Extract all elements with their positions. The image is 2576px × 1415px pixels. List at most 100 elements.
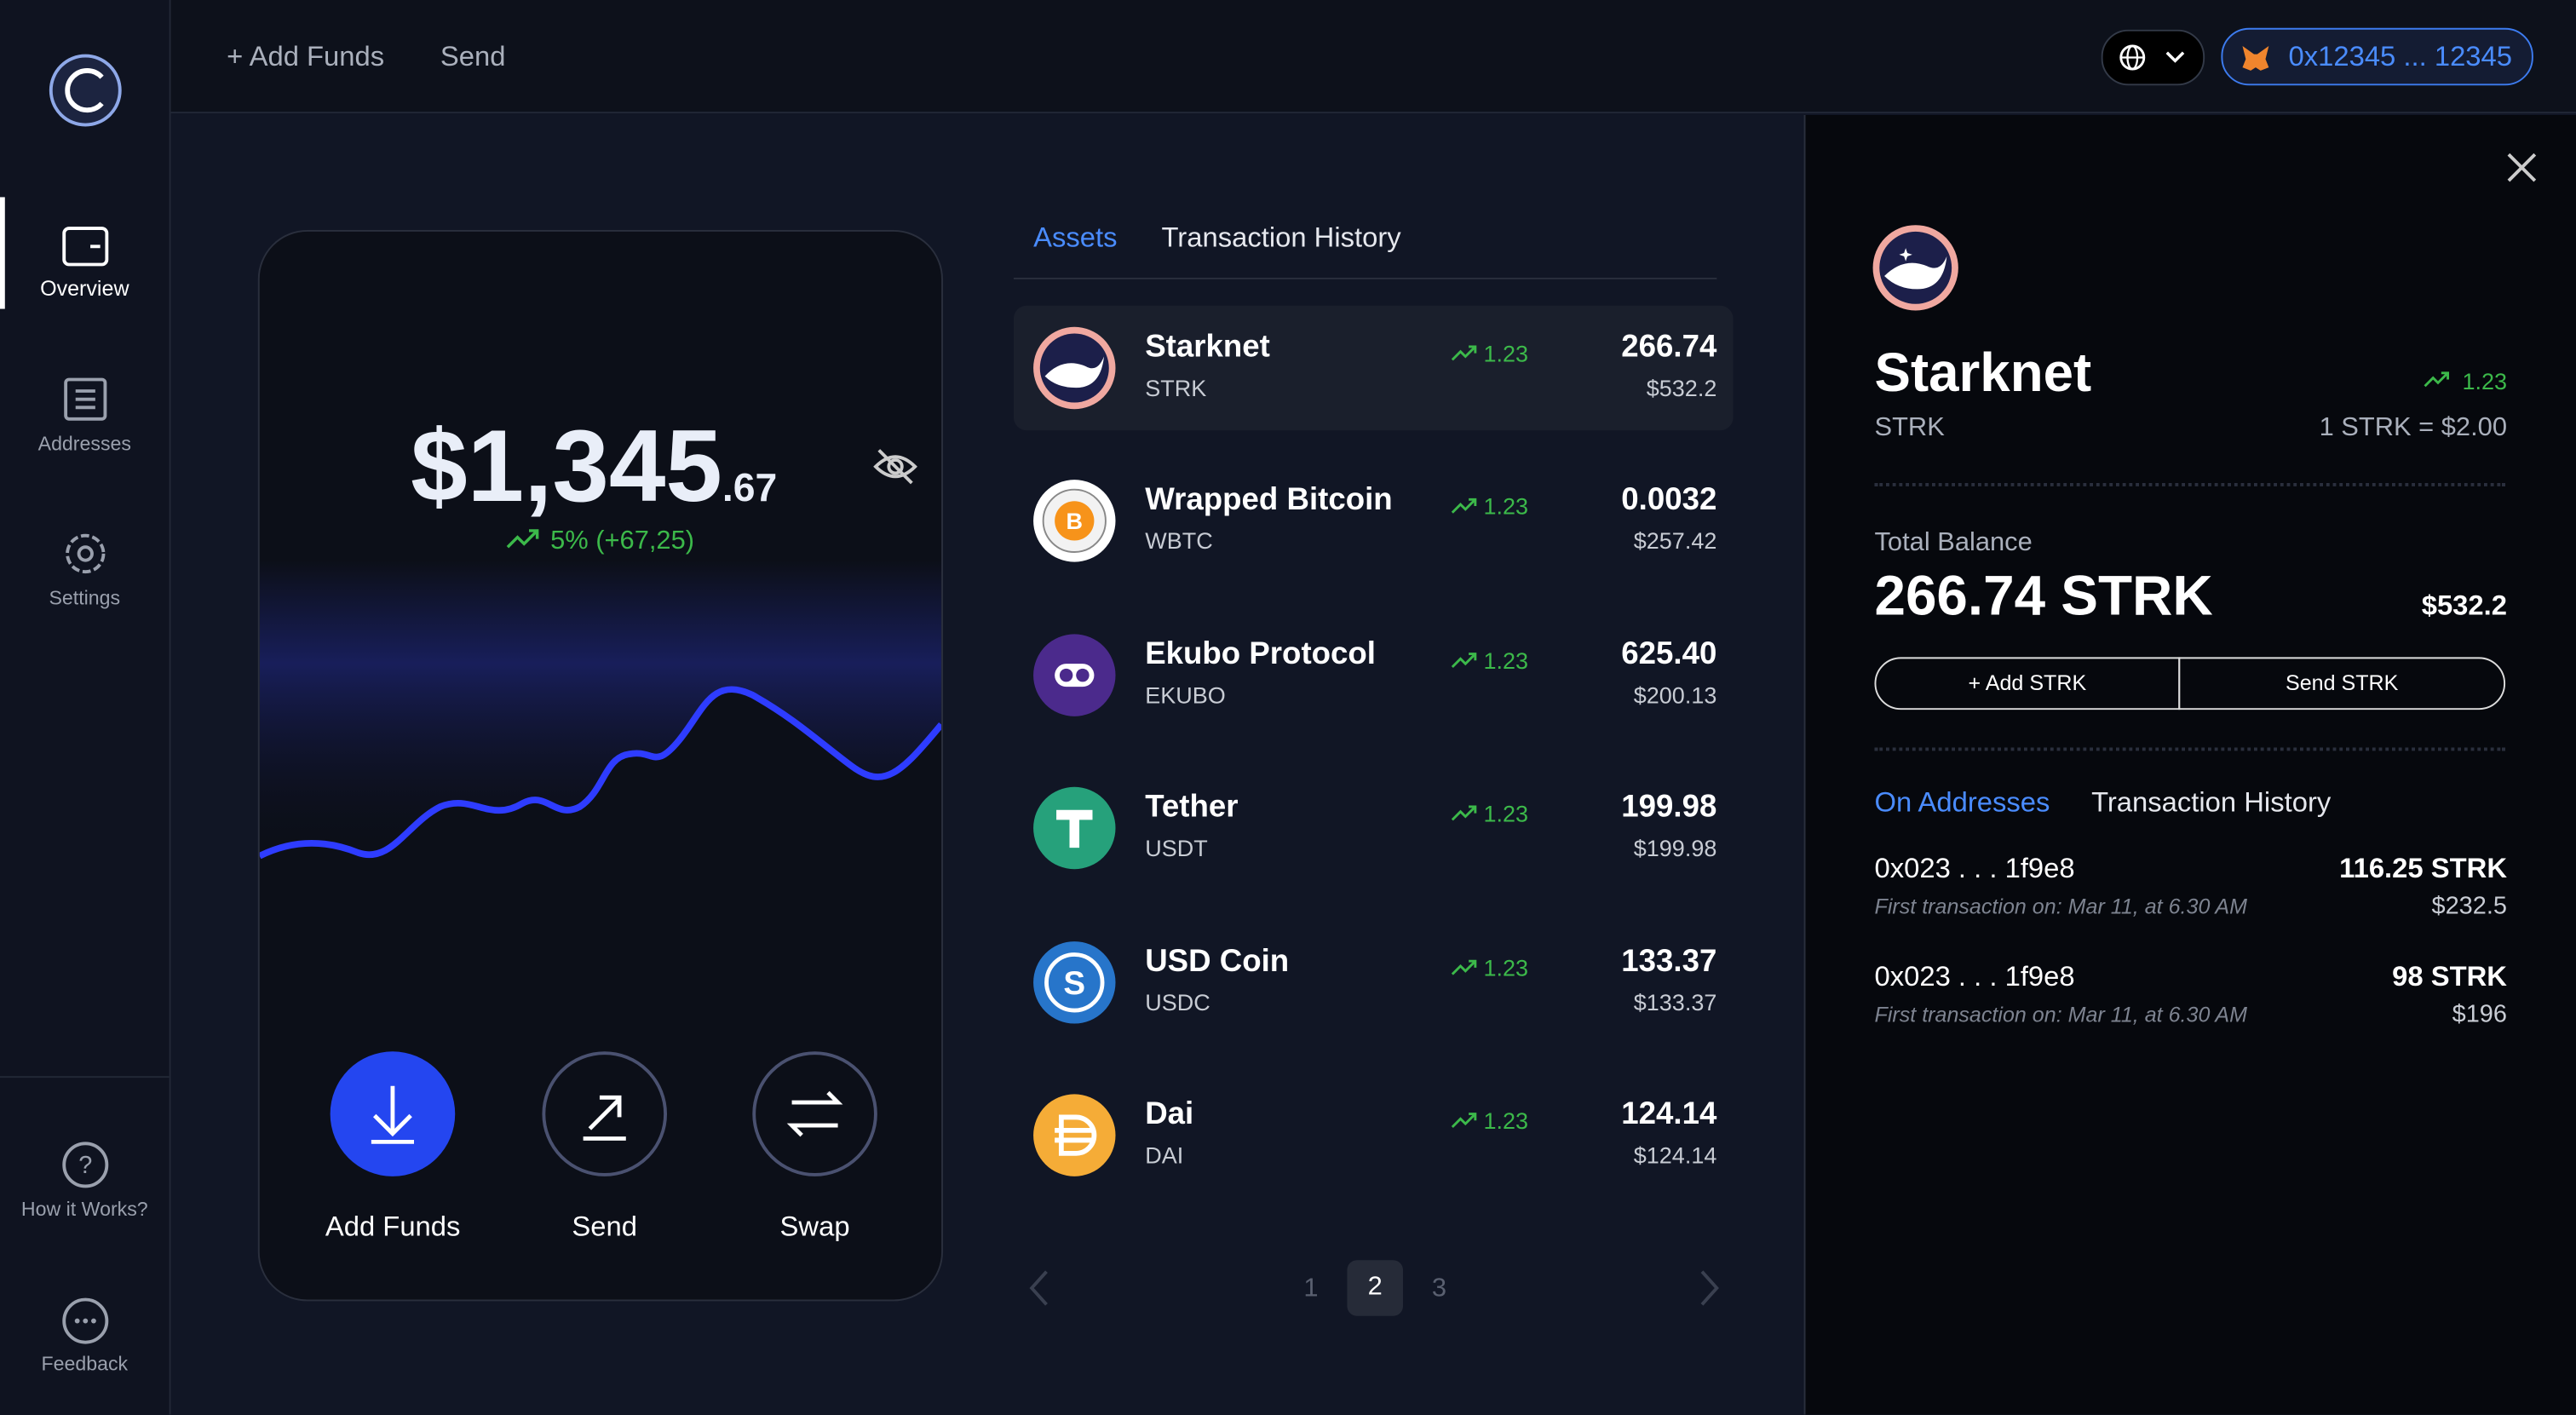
trend-arrow bbox=[1451, 498, 1477, 515]
swap-button[interactable] bbox=[747, 1046, 882, 1181]
asset-icon bbox=[1032, 632, 1117, 717]
language-button[interactable] bbox=[2101, 29, 2206, 87]
asset-name: Wrapped Bitcoin bbox=[1145, 483, 1393, 519]
asset-symbol: USDT bbox=[1145, 835, 1208, 861]
detail-panel: Starknet 1.23 STRK 1 STRK = $2.00 Total … bbox=[1803, 114, 2576, 1415]
send-token-button[interactable]: Send STRK bbox=[2178, 657, 2506, 710]
sidebar: Overview Addresses Settings ? How it Wor… bbox=[0, 0, 171, 1415]
wallet-address: 0x12345 ... 12345 bbox=[2288, 41, 2513, 72]
detail-tab[interactable]: Transaction History bbox=[2091, 786, 2332, 819]
action-label: Swap bbox=[779, 1211, 850, 1242]
prev-page[interactable] bbox=[1026, 1268, 1053, 1308]
asset-change: 1.23 bbox=[1483, 953, 1529, 981]
address-note: First transaction on: Mar 11, at 6.30 AM bbox=[1874, 894, 2248, 919]
asset-icon bbox=[1032, 1092, 1117, 1177]
page-number[interactable]: 1 bbox=[1303, 1274, 1319, 1303]
asset-row-highlight[interactable] bbox=[1013, 305, 1734, 431]
asset-logo bbox=[1033, 1094, 1116, 1176]
asset-change: 1.23 bbox=[1483, 647, 1529, 674]
trend-icon bbox=[1451, 342, 1477, 361]
balance-card: $1,345.67 5% (+67,25) Add Funds Send Swa… bbox=[257, 229, 943, 1302]
asset-logo: B bbox=[1033, 480, 1116, 563]
trend-arrow bbox=[1451, 1113, 1477, 1129]
detail-tab[interactable]: On Addresses bbox=[1874, 786, 2050, 819]
address: 0x023 . . . 1f9e8 bbox=[1874, 852, 2075, 884]
token-icon bbox=[1872, 225, 1958, 311]
address-amount: 116.25 STRK bbox=[2339, 852, 2507, 884]
asset-usd: $257.42 bbox=[1633, 527, 1717, 555]
addresses-icon bbox=[64, 377, 107, 421]
token-balance-usd: $532.2 bbox=[2421, 590, 2507, 621]
add-token-button[interactable]: + Add STRK bbox=[1874, 657, 2181, 710]
asset-amount: 625.40 bbox=[1621, 636, 1717, 672]
asset-logo bbox=[1033, 634, 1116, 716]
nav-item[interactable]: Feedback bbox=[41, 1352, 129, 1376]
asset-amount: 133.37 bbox=[1621, 944, 1717, 979]
asset-symbol: USDC bbox=[1145, 988, 1210, 1015]
hide-icon[interactable] bbox=[872, 447, 918, 486]
asset-usd: $124.14 bbox=[1633, 1142, 1717, 1169]
balance-cents: .67 bbox=[722, 466, 778, 511]
action-label: Add Funds bbox=[325, 1211, 461, 1242]
divider bbox=[1874, 747, 2506, 751]
top-link[interactable]: Send bbox=[440, 41, 506, 72]
asset-usd: $532.2 bbox=[1646, 374, 1717, 401]
asset-symbol: EKUBO bbox=[1145, 681, 1226, 708]
asset-name: Dai bbox=[1145, 1097, 1194, 1132]
asset-icon: B bbox=[1032, 479, 1117, 564]
svg-text:B: B bbox=[1067, 509, 1084, 535]
balance-change: 5% (+67,25) bbox=[550, 527, 695, 555]
trend-icon bbox=[1451, 1109, 1477, 1129]
settings-icon bbox=[66, 533, 106, 574]
tab[interactable]: Assets bbox=[1033, 221, 1118, 253]
asset-amount: 124.14 bbox=[1621, 1097, 1717, 1132]
nav-item[interactable]: Settings bbox=[49, 586, 121, 610]
trend-arrow bbox=[1451, 345, 1477, 361]
trend-icon bbox=[1451, 956, 1477, 975]
trend-icon bbox=[1451, 495, 1477, 515]
trend-icon bbox=[2424, 371, 2450, 388]
logo bbox=[49, 54, 122, 127]
asset-change: 1.23 bbox=[1483, 1107, 1529, 1134]
asset-symbol: DAI bbox=[1145, 1142, 1184, 1169]
asset-icon bbox=[1032, 325, 1117, 411]
nav-item[interactable]: How it Works? bbox=[20, 1197, 148, 1221]
address-note: First transaction on: Mar 11, at 6.30 AM bbox=[1874, 1002, 2248, 1027]
divider bbox=[1874, 482, 2506, 486]
page-number[interactable]: 3 bbox=[1431, 1274, 1447, 1303]
topbar: + Add Funds Send 0x12345 ... 12345 bbox=[170, 0, 2576, 114]
fox-icon bbox=[2242, 45, 2269, 71]
asset-icon: S bbox=[1032, 939, 1117, 1024]
tab[interactable]: Transaction History bbox=[1161, 221, 1401, 253]
address-usd: $232.5 bbox=[2431, 892, 2507, 920]
action-label: Send bbox=[572, 1211, 637, 1242]
next-page[interactable] bbox=[1695, 1268, 1722, 1308]
nav-item[interactable]: Overview bbox=[40, 275, 129, 301]
trend-icon bbox=[1451, 648, 1477, 668]
wallet-button[interactable]: 0x12345 ... 12345 bbox=[2221, 27, 2533, 86]
add-funds-button[interactable] bbox=[325, 1046, 460, 1181]
send-button[interactable] bbox=[538, 1046, 672, 1181]
asset-name: USD Coin bbox=[1145, 944, 1290, 979]
help-icon: ? bbox=[62, 1142, 109, 1188]
asset-name: Ekubo Protocol bbox=[1145, 636, 1376, 672]
divider bbox=[0, 1076, 170, 1079]
top-link[interactable]: + Add Funds bbox=[227, 41, 385, 72]
asset-usd: $200.13 bbox=[1633, 681, 1717, 708]
asset-usd: $199.98 bbox=[1633, 835, 1717, 861]
asset-amount: 199.98 bbox=[1621, 791, 1717, 825]
token-rate: 1 STRK = $2.00 bbox=[2319, 413, 2507, 442]
feedback-icon bbox=[62, 1297, 109, 1344]
trend-icon bbox=[506, 529, 539, 549]
page-number-active[interactable]: 2 bbox=[1347, 1260, 1403, 1316]
balance-main: $1,345.67 bbox=[411, 409, 777, 526]
balance-label: Total Balance bbox=[1874, 528, 2033, 557]
close-button[interactable] bbox=[2505, 151, 2539, 184]
nav-item[interactable]: Addresses bbox=[37, 432, 131, 456]
token-name: Starknet bbox=[1874, 342, 2092, 403]
asset-change: 1.23 bbox=[1483, 340, 1529, 367]
asset-change: 1.23 bbox=[1483, 493, 1529, 521]
token-balance: 266.74 STRK bbox=[1874, 565, 2213, 628]
token-change: 1.23 bbox=[2462, 367, 2507, 394]
